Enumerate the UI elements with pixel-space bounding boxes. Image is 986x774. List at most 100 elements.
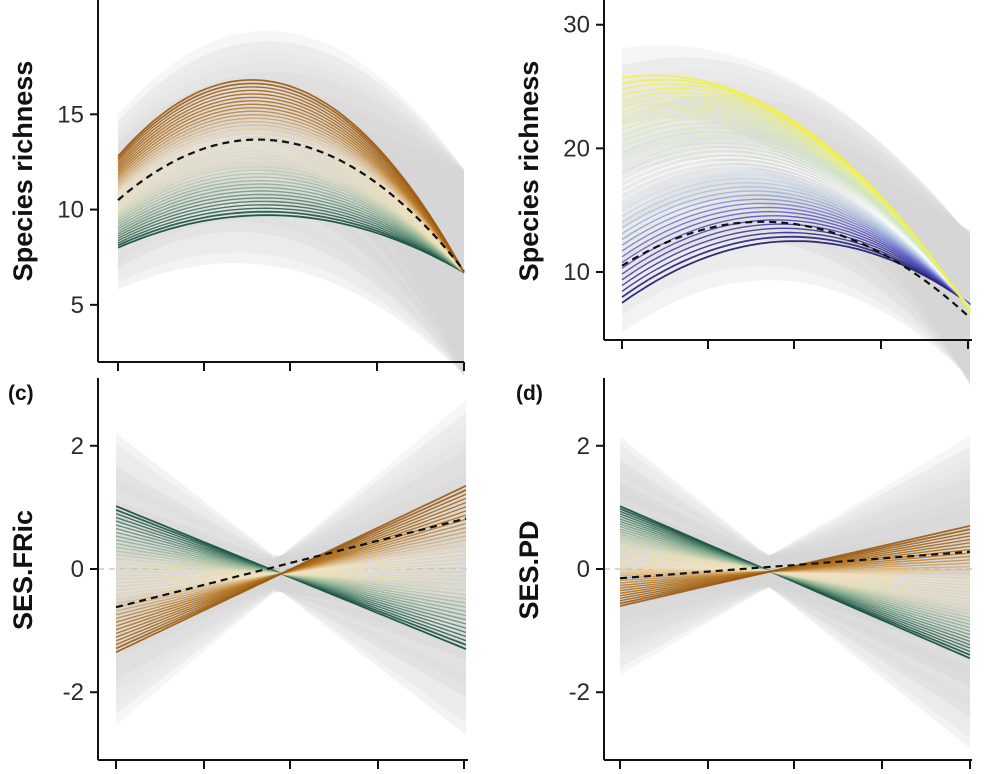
panel-a-series-line (117, 210, 465, 274)
panel-a-series-line (117, 138, 465, 273)
panel-a-ytick-label: 15 (57, 101, 84, 128)
panel-b-series-line (621, 181, 971, 308)
panel-b-ci-band (622, 69, 970, 385)
panel-c-ci-band (116, 444, 466, 723)
panel-b-ytick-label: 30 (563, 12, 590, 39)
panel-b-species-richness: 10 20 30 Species richness (514, 0, 972, 386)
panel-a-series-line (117, 96, 465, 273)
panel-b-ci-band (622, 82, 970, 385)
panel-b-series-line (621, 177, 971, 308)
panel-a-series-line (117, 134, 465, 273)
panel-d-ytick-label: 0 (577, 556, 590, 583)
panel-b-y-axis-title: Species richness (514, 61, 544, 282)
panel-a-series-line (117, 141, 465, 273)
panel-d-y-axis-title: SES.PD (514, 520, 544, 619)
panel-b-ytick-label: 20 (563, 135, 590, 162)
panel-b-ci-band (622, 107, 970, 383)
panel-c-ci-band (116, 455, 466, 710)
panel-a-series-lines (117, 79, 465, 274)
panel-c-y-axis-title: SES.FRic (8, 510, 38, 630)
panel-b-series-line (621, 173, 971, 308)
panel-a-series-line (117, 197, 465, 274)
panel-d-series-lines (619, 505, 971, 660)
panel-a-series-line (117, 165, 465, 273)
panel-d-series-line (619, 525, 971, 607)
panel-d-mean-line (619, 550, 971, 580)
panel-c-series-lines (115, 484, 467, 654)
panel-a-y-axis-title: Species richness (8, 61, 38, 282)
panel-a-series-line (117, 124, 465, 273)
panel-a-series-line (117, 193, 465, 274)
panel-a-series-line (117, 145, 465, 273)
panel-a-ci-band (118, 122, 464, 376)
panel-b-series-line (621, 206, 971, 307)
panel-a-series-line (117, 82, 465, 273)
panel-b-series-line (621, 235, 971, 306)
panel-b-ci-band (622, 94, 970, 384)
panel-d-ci-band (620, 490, 970, 677)
panel-b-series-line (621, 169, 971, 308)
panel-d-ci-band (620, 460, 970, 718)
panel-d-ci-band (620, 436, 970, 749)
panel-b-series-line (621, 210, 971, 307)
panel-b-series-line (621, 198, 971, 307)
panel-b-series-line (621, 240, 971, 305)
panel-b-series-line (621, 202, 971, 307)
panel-b-series-line (621, 219, 971, 306)
panel-c-ytick-label: -2 (63, 679, 84, 706)
panel-b-series-line (621, 156, 971, 309)
panel-a-series-line (117, 169, 465, 274)
panel-c-ci-band (116, 450, 466, 681)
panel-b-ytick-label: 10 (563, 259, 590, 286)
panel-d-ci-band (620, 475, 970, 698)
panel-a-series-line (117, 79, 465, 273)
panel-d-ci-band (620, 467, 970, 708)
panel-b-mean-line (621, 220, 971, 319)
panel-a-series-line (117, 207, 465, 274)
panel-a-ci-band (118, 41, 464, 376)
panel-c-ci-band (116, 437, 466, 692)
panel-b-series-line (621, 190, 971, 307)
panel-b-ci-band (622, 119, 970, 383)
panel-b-ci-band (622, 130, 970, 382)
panel-a-series-line (117, 186, 465, 274)
panel-d-ci-band (620, 483, 970, 687)
panel-b-series-lines (621, 74, 971, 313)
panel-d-y-ticks: -2 0 2 (569, 433, 604, 706)
panel-d-ytick-label: 2 (577, 433, 590, 460)
panel-a-series-line (117, 120, 465, 273)
panel-b-series-line (621, 231, 971, 306)
panel-b-series-line (621, 227, 971, 306)
panel-d-ses-pd: (d) -2 0 2 SES.PD (514, 378, 972, 769)
panel-c-ses-fric: (c) -2 0 2 SES.FRic (8, 378, 468, 769)
panel-a-species-richness: 5 10 15 Species richness (8, 0, 465, 376)
panel-b-series-line (621, 165, 971, 309)
panel-a-series-line (117, 107, 465, 273)
panel-d-confidence-bands (620, 436, 970, 749)
panel-c-ytick-label: 0 (71, 556, 84, 583)
panel-a-series-line (117, 155, 465, 273)
panel-a-y-ticks: 5 10 15 (57, 101, 98, 319)
panel-a-series-line (117, 183, 465, 274)
panel-c-tag: (c) (8, 382, 34, 405)
panel-c-y-ticks: -2 0 2 (63, 433, 98, 706)
panel-c-ci-band (116, 425, 466, 703)
panel-a-ytick-label: 5 (71, 292, 84, 319)
panel-d-ci-band (620, 436, 970, 676)
panel-a-series-line (117, 179, 465, 274)
panel-c-ci-band (116, 478, 466, 685)
panel-a-series-line (117, 100, 465, 273)
panel-a-series-line (117, 103, 465, 273)
panel-c-ci-band (116, 433, 466, 735)
panel-a-ytick-label: 10 (57, 197, 84, 224)
panel-c-ci-band (116, 475, 466, 658)
panel-c-series-line (115, 484, 467, 654)
panel-d-ci-band (620, 444, 970, 738)
panel-b-y-ticks: 10 20 30 (563, 12, 604, 286)
panel-d-ci-band (620, 446, 970, 668)
panel-a-series-line (117, 110, 465, 273)
panel-a-series-line (117, 127, 465, 273)
panel-a-series-line (117, 214, 465, 274)
panel-b-series-line (621, 186, 971, 308)
panel-a-series-line (117, 162, 465, 273)
